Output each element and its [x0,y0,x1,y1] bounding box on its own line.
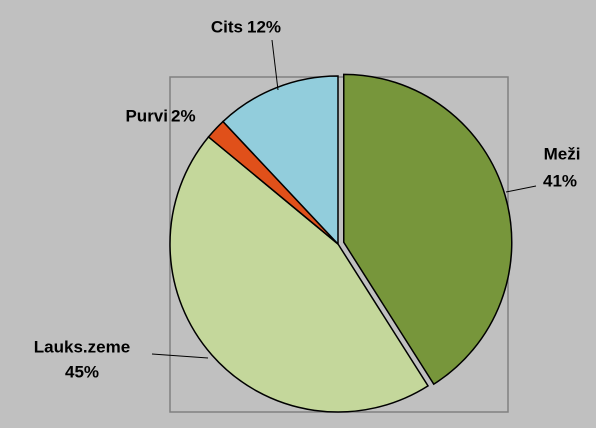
slice-label: Lauks.zeme [34,337,130,356]
pie-slice [221,75,339,246]
pie-slice [169,135,430,413]
value-label: 2% [171,106,196,125]
value-label: 41% [543,171,577,190]
value-label: 12% [247,17,281,36]
slice-label: Meži [544,144,581,163]
leader-line [151,353,209,359]
slice-label: Purvi [125,106,168,125]
leader-line [271,39,279,91]
pie-slice [343,73,513,386]
value-label: 45% [65,362,99,381]
leader-line [505,185,537,193]
slice-label: Cits [211,17,243,36]
